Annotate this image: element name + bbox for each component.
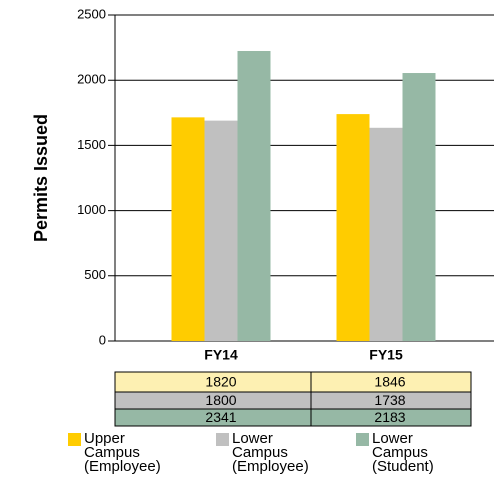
y-axis-label: Permits Issued: [31, 114, 51, 242]
y-tick-label: 0: [99, 332, 106, 347]
legend-swatch: [216, 433, 229, 446]
table-cell: 1738: [374, 392, 405, 408]
legend-label: Upper Campus (Employee): [84, 430, 161, 475]
bar: [237, 50, 271, 342]
table-cell: 1820: [205, 374, 236, 390]
table-cell: 2341: [205, 409, 236, 425]
x-tick-label: FY15: [369, 347, 403, 363]
legend-swatch: [356, 433, 369, 446]
table-row: [114, 371, 472, 393]
legend-item: Lower Campus (Employee): [216, 430, 332, 475]
y-tick-label: 1500: [77, 137, 106, 152]
table-row: [114, 391, 472, 410]
legend-label: Lower Campus (Student): [372, 430, 434, 475]
bar: [369, 127, 403, 342]
table-row: [114, 408, 472, 427]
y-tick-label: 2500: [77, 6, 106, 21]
table-cell: 2183: [374, 409, 405, 425]
table-cell: 1800: [205, 392, 236, 408]
y-tick-label: 500: [84, 267, 106, 282]
bar: [171, 117, 205, 341]
bar: [336, 114, 370, 341]
bar: [204, 120, 238, 342]
table-cell: 1846: [374, 374, 405, 390]
legend-item: Upper Campus (Employee): [68, 430, 184, 475]
legend-swatch: [68, 433, 81, 446]
bar: [402, 73, 436, 341]
legend-item: Lower Campus (Student): [356, 430, 472, 475]
legend-label: Lower Campus (Employee): [232, 430, 309, 475]
y-tick-label: 1000: [77, 202, 106, 217]
y-tick-label: 2000: [77, 72, 106, 87]
x-tick-label: FY14: [204, 347, 238, 363]
